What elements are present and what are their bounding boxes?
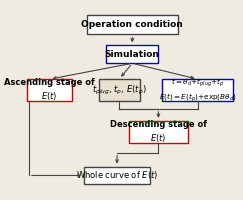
FancyBboxPatch shape bbox=[162, 79, 234, 101]
Text: Operation condition: Operation condition bbox=[81, 20, 183, 29]
Text: Ascending stage of
$E(t)$: Ascending stage of $E(t)$ bbox=[4, 78, 95, 102]
FancyBboxPatch shape bbox=[27, 79, 72, 101]
FancyBboxPatch shape bbox=[106, 45, 158, 63]
Text: Whole curve of $E(t)$: Whole curve of $E(t)$ bbox=[76, 169, 158, 181]
Text: $t_{plug}$, $t_p$, $E(t_p)$: $t_{plug}$, $t_p$, $E(t_p)$ bbox=[92, 84, 147, 97]
FancyBboxPatch shape bbox=[87, 15, 178, 34]
FancyBboxPatch shape bbox=[99, 79, 140, 101]
Text: Descending stage of
$E(t)$: Descending stage of $E(t)$ bbox=[110, 120, 207, 144]
Text: Simulation: Simulation bbox=[105, 50, 160, 59]
FancyBboxPatch shape bbox=[129, 121, 188, 143]
Text: $t{=}\theta_d{+}t_{plug}{+}t_p$
$E(t) = E(t_p){+}\exp(B\theta_d)$: $t{=}\theta_d{+}t_{plug}{+}t_p$ $E(t) = … bbox=[159, 76, 236, 104]
FancyBboxPatch shape bbox=[84, 167, 150, 184]
